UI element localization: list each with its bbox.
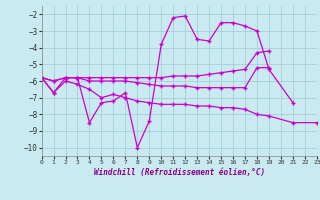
X-axis label: Windchill (Refroidissement éolien,°C): Windchill (Refroidissement éolien,°C) xyxy=(94,168,265,177)
